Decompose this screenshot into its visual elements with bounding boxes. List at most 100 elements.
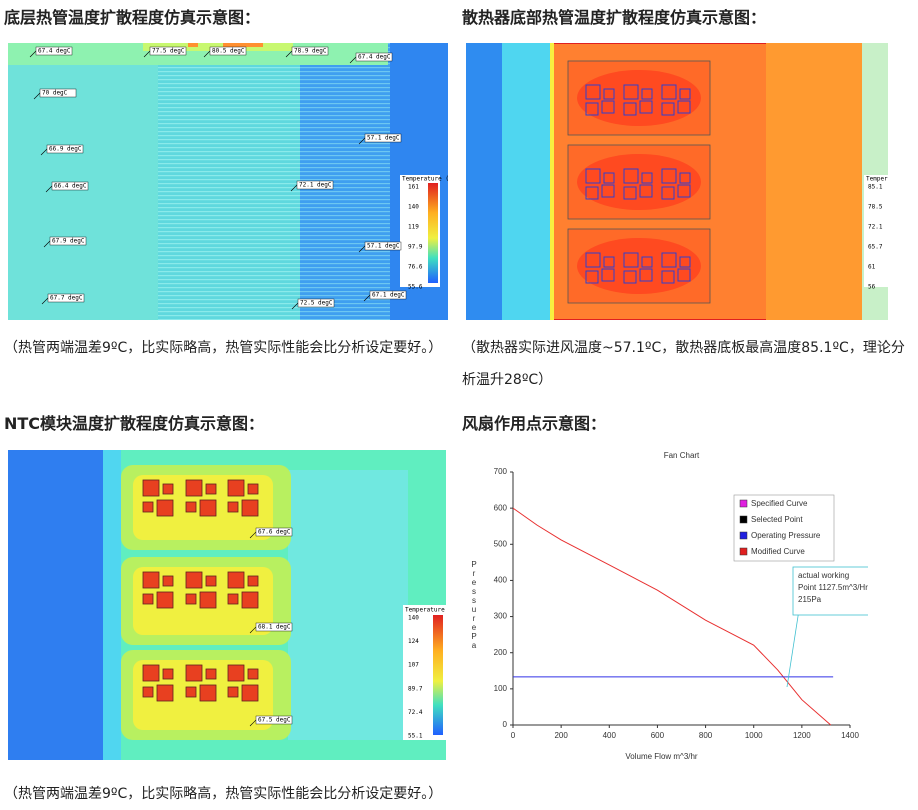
heading: 底层热管温度扩散程度仿真示意图： xyxy=(4,8,261,27)
label-box xyxy=(364,241,402,251)
legend-tick: 76.6 xyxy=(408,264,423,271)
legend-tick: 78.5 xyxy=(868,204,883,211)
chip xyxy=(679,88,691,100)
chip xyxy=(623,168,639,184)
legend-tick: 97.9 xyxy=(408,244,423,251)
caption: （散热器实际进风温度~57.1ºC，散热器底板最高温度85.1ºC，理论分析温升… xyxy=(462,340,905,388)
chip xyxy=(603,172,615,184)
x-tick-label: 600 xyxy=(651,731,665,740)
legend-swatch xyxy=(739,531,748,540)
heading: 散热器底部热管温度扩散程度仿真示意图： xyxy=(462,8,767,27)
label-leader xyxy=(285,50,293,58)
chip xyxy=(185,593,197,605)
chip xyxy=(679,172,691,184)
chip xyxy=(227,571,245,589)
hot-zone xyxy=(577,154,701,210)
x-tick-label: 800 xyxy=(699,731,713,740)
heading: 风扇作用点示意图： xyxy=(462,414,607,433)
temperature-label: 68.1 degC xyxy=(258,624,291,631)
legend-label: Selected Point xyxy=(751,515,803,524)
label-box xyxy=(35,46,73,56)
legend-tick: 61 xyxy=(868,264,876,271)
chip xyxy=(142,593,154,605)
label-box xyxy=(364,133,402,143)
chip xyxy=(661,186,675,200)
x-tick-label: 1400 xyxy=(841,731,859,740)
chip xyxy=(601,268,615,282)
y-tick-label: 400 xyxy=(494,576,508,585)
label-leader xyxy=(29,50,37,58)
chip xyxy=(156,591,174,609)
chip xyxy=(247,575,259,587)
temperature-label: 77.5 degC xyxy=(152,48,185,55)
chip xyxy=(585,252,601,268)
hot-zone xyxy=(577,238,701,294)
chip xyxy=(142,686,154,698)
label-leader xyxy=(290,184,298,192)
x-axis-label: Volume Flow m^3/hr xyxy=(625,752,698,761)
temperature-label: 57.1 degC xyxy=(367,135,400,142)
chip xyxy=(661,270,675,284)
chip xyxy=(677,100,691,114)
legend-tick: 85.1 xyxy=(868,184,883,191)
label-box xyxy=(291,46,329,56)
label-leader xyxy=(143,50,151,58)
temperature-label: 67.7 degC xyxy=(50,295,83,302)
temperature-label: 66.4 degC xyxy=(54,183,87,190)
chip xyxy=(205,668,217,680)
annotation-box xyxy=(792,566,868,616)
legend-title: Temperature (degC) xyxy=(405,607,446,614)
chip xyxy=(661,168,677,184)
chip xyxy=(641,172,653,184)
chip xyxy=(227,501,239,513)
chip xyxy=(661,252,677,268)
legend-label: Modified Curve xyxy=(751,547,805,556)
chip xyxy=(241,499,259,517)
chip xyxy=(227,664,245,682)
label-leader xyxy=(45,185,53,193)
legend-tick: 140 xyxy=(408,615,419,622)
label-box xyxy=(49,236,87,246)
chip xyxy=(585,102,599,116)
y-tick-label: 100 xyxy=(494,684,508,693)
chip xyxy=(623,252,639,268)
y-tick-label: 700 xyxy=(494,467,508,476)
thermal-image: 67.6 degC 68.1 degC 67.5 degC Temperature (… xyxy=(8,450,446,760)
y-tick-label: 300 xyxy=(494,612,508,621)
temperature-label: 67.6 degC xyxy=(258,529,291,536)
chip xyxy=(205,575,217,587)
x-tick-label: 1000 xyxy=(745,731,763,740)
label-leader xyxy=(363,294,371,302)
y-tick-label: 0 xyxy=(503,720,508,729)
legend-tick: 124 xyxy=(408,638,419,645)
chip xyxy=(639,100,653,114)
chip xyxy=(199,684,217,702)
label-box xyxy=(255,622,293,632)
chip xyxy=(142,571,160,589)
chip xyxy=(677,268,691,282)
label-box xyxy=(51,181,89,191)
legend-swatch xyxy=(739,547,748,556)
label-leader xyxy=(358,245,366,253)
hot-zone xyxy=(577,70,701,126)
label-box xyxy=(39,88,77,98)
label-leader xyxy=(43,240,51,248)
chip xyxy=(247,668,259,680)
chip xyxy=(185,686,197,698)
legend-tick: 56 xyxy=(868,284,876,291)
chip xyxy=(601,184,615,198)
chip xyxy=(585,270,599,284)
label-leader xyxy=(33,92,41,100)
y-tick-label: 600 xyxy=(494,503,508,512)
x-tick-label: 200 xyxy=(554,731,568,740)
legend-tick: 161 xyxy=(408,184,419,191)
chip xyxy=(185,664,203,682)
legend-tick: 55.1 xyxy=(408,733,423,740)
legend-tick: 107 xyxy=(408,662,419,669)
chip xyxy=(205,483,217,495)
caption: （热管两端温差9ºC，比实际略高，热管实际性能会比分析设定要好。） xyxy=(4,786,443,802)
chip xyxy=(639,184,653,198)
chip xyxy=(603,88,615,100)
chip xyxy=(241,591,259,609)
